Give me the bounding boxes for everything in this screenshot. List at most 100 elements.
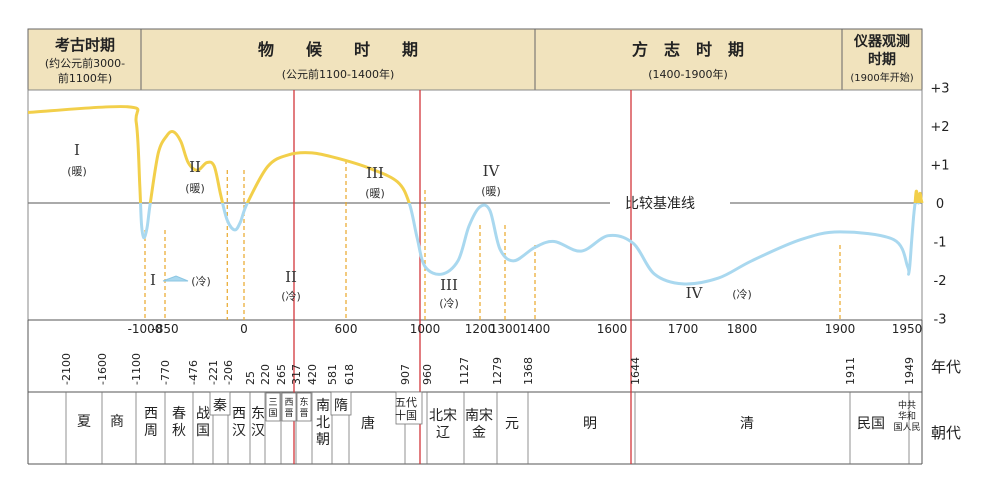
dynasty-name: 三 [268,398,277,408]
dynasty-name: 秋 [172,423,186,439]
year-marker: 960 [421,364,434,385]
period-name-local-records: 方 志 时 期 [632,40,744,59]
dynasty-name: 商 [110,414,124,430]
dynasty-name: 周 [144,423,158,439]
x-tick-label: 1000 [410,322,441,336]
dynasty-name: 中共 [898,399,916,411]
x-tick-label: 1400 [520,322,551,336]
y-tick-label: +2 [930,120,949,135]
dynasty-name: 汉 [251,423,265,439]
year-marker: -476 [187,360,200,385]
y-tick-label: -3 [934,313,947,328]
annotation-label: (冷) [281,290,301,303]
dynasty-box [330,391,352,416]
year-guides [144,160,841,320]
dynasty-cell: 西汉 [232,406,246,439]
dynasty-cell: 隋 [330,391,352,416]
dynasty-row: 夏商西周春秋战国秦 西汉东汉三国西晋东晋 南北朝隋唐五代十国 北宋辽南宋金元明清民国中… [77,391,921,448]
period-header: 考古时期 (约公元前3000- 前1100年) 物 候 时 期 (公元前1100… [27,28,923,91]
dynasty-name: 秦 [213,398,227,414]
year-marker: 265 [275,364,288,385]
dynasty-name: 金 [472,425,486,441]
y-tick-label: 0 [936,197,944,212]
period-range-phenology: (公元前1100-1400年) [282,67,395,81]
temperature-curve [27,105,924,286]
x-tick-label: 1900 [825,322,856,336]
dynasty-cell: 南宋金 [465,408,493,441]
x-tick-label: 1700 [668,322,699,336]
annotation-numeral: III [366,164,384,182]
year-marker: 1644 [629,357,642,385]
dynasty-box [281,392,297,422]
dynasty-cell: 唐 [361,415,375,432]
x-tick-label: 1800 [727,322,758,336]
annotation-label: (冷) [732,288,752,301]
year-markers: -2100 -1600 -1100 -770 -476 -221 -206 25 220 265 3… [60,353,916,464]
dynasty-cell: 民国 [857,416,885,432]
baseline: 比较基准线 [28,195,922,212]
year-marker: 581 [326,364,339,385]
y-axis: +3 +2 +1 0 -1 -2 -3 [930,82,949,328]
temperature-curve-cold [139,203,922,286]
year-marker: 25 [244,371,257,385]
dynasty-name: 隋 [334,398,348,414]
dynasty-box [209,391,231,416]
dynasty-name: 民国 [857,416,885,432]
year-marker: -2100 [60,353,73,385]
year-marker: 317 [290,364,303,385]
baseline-label: 比较基准线 [625,195,695,212]
period-header-instrument [841,28,923,91]
dynasty-cell: 明 [583,416,597,432]
dynasty-name: 东 [299,396,308,408]
dynasty-name: 国人民 [893,422,920,433]
dynasty-cell: 清 [740,416,754,432]
dynasty-name: 辽 [436,425,450,441]
year-marker: -770 [159,360,172,385]
period-header-archaeology [27,28,142,91]
x-tick-label: -850 [151,322,178,336]
x-tick-label: 1600 [597,322,628,336]
year-marker: 1279 [491,357,504,385]
dynasty-cell: 东汉 [251,406,265,439]
dynasty-name: 西 [284,397,293,408]
dynasty-name: 南 [316,398,330,414]
x-tick-label: 1950 [892,322,923,336]
annotation-numeral: II [285,268,297,286]
dynasty-cell: 西晋 [281,392,297,422]
x-tick-label: 0 [240,322,248,336]
period-name-archaeology: 考古时期 [55,36,115,54]
year-marker: -221 [207,360,220,385]
dynasty-name: 西 [144,406,158,422]
dynasty-box [296,392,312,422]
dynasty-cell: 北宋辽 [429,408,457,441]
dynasty-name: 汉 [232,423,246,439]
period-header-phenology [140,28,536,91]
dynasty-name: 北宋 [429,408,457,424]
annotation-numeral: II [189,158,201,176]
year-marker: 1949 [903,357,916,385]
dynasty-cell: 商 [110,414,124,430]
year-marker: 220 [259,364,272,385]
dynasty-cell: 东晋 [296,392,312,422]
dynasty-name: 南宋 [465,408,493,424]
dynasty-name: 朝 [316,432,330,448]
dynasty-cell: 春秋 [172,406,186,439]
period-range-archaeology-1: (约公元前3000- [45,56,125,70]
year-marker: 1368 [522,357,535,385]
dynasty-name: 战 [196,406,210,422]
annotation-label: (暖) [67,165,87,178]
dynasty-name: 西 [232,406,246,422]
year-marker: -1100 [130,353,143,385]
y-tick-label: -2 [934,274,947,289]
year-marker: -1600 [96,353,109,385]
dynasty-box [265,392,281,422]
period-name-instrument-1: 仪器观测 [853,33,910,50]
dynasty-name: 晋 [299,408,308,419]
dynasty-name: 元 [505,416,519,432]
y-tick-label: +3 [930,82,949,97]
period-range-instrument: (1900年开始) [850,71,913,84]
